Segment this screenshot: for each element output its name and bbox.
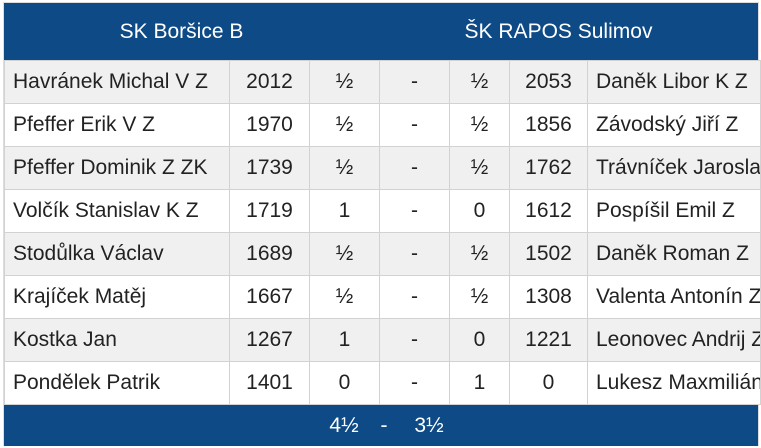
home-player-score: ½ [309,103,380,147]
score-separator: - [379,60,450,104]
score-separator: - [379,232,450,276]
board-row: Volčík Stanislav K Z 1719 1-0 1612 Pospíšil … [4,189,761,233]
home-player-name: Pfeffer Dominik Z ZK [4,146,230,190]
home-player-elo: 1267 [229,318,310,362]
home-player-elo: 1719 [229,189,310,233]
away-player-score: 1 [449,361,510,405]
away-player-name: Lukesz Maxmilián [587,361,761,405]
home-player-name: Volčík Stanislav K Z [4,189,230,233]
away-player-score: ½ [449,275,510,319]
away-player-score: ½ [449,232,510,276]
away-player-score: ½ [449,103,510,147]
score-separator: - [379,275,450,319]
away-player-name: Daněk Libor K Z [587,60,761,104]
home-player-elo: 1689 [229,232,310,276]
away-player-score: 0 [449,318,510,362]
away-total-score: 3½ [414,414,444,437]
board-row: Stodůlka Václav 1689 ½ - ½ 1502 Daněk Roman Z [4,232,761,276]
home-player-elo: 2012 [229,60,310,104]
away-player-score: ½ [449,146,510,190]
away-player-name: Leonovec Andrij Z [587,318,761,362]
home-player-score: ½ [309,60,380,104]
home-total-score: 4½ [329,414,359,437]
match-result-table: SK Boršice B ŠK RAPOS Sulimov Havránek M… [3,2,761,446]
board-row: Pondělek Patrik 1401 0-1 0 Lukesz Maxmilián [4,361,761,405]
score-separator: - [379,318,450,362]
home-player-score: 1 [309,189,380,233]
home-player-score: ½ [309,146,380,190]
score-separator: - [379,146,450,190]
home-player-score: 0 [309,361,380,405]
away-player-name: Valenta Antonín Z [587,275,761,319]
away-player-elo: 1762 [509,146,588,190]
away-player-elo: 2053 [509,60,588,104]
away-player-score: 0 [449,189,510,233]
score-separator: - [379,361,450,405]
board-row: Krajíček Matěj 1667 ½ - ½ 1308 Valenta Antonín… [4,275,761,319]
score-separator: - [379,189,450,233]
score-separator: - [379,103,450,147]
home-player-name: Pfeffer Erik V Z [4,103,230,147]
home-player-score: ½ [309,275,380,319]
boards-table: Havránek Michal V Z 2012 ½ - ½ 2053 Daněk Libo… [4,60,761,405]
home-player-name: Stodůlka Václav [4,232,230,276]
home-player-name: Krajíček Matěj [4,275,230,319]
home-player-score: 1 [309,318,380,362]
board-row: Pfeffer Erik V Z 1970 ½ - ½ 1856 Závodský Jiří… [4,103,761,147]
away-player-name: Trávníček Jaroslav Z [587,146,761,190]
home-player-elo: 1667 [229,275,310,319]
away-player-elo: 1308 [509,275,588,319]
away-player-elo: 1221 [509,318,588,362]
away-player-score: ½ [449,60,510,104]
home-player-score: ½ [309,232,380,276]
board-row: Havránek Michal V Z 2012 ½ - ½ 2053 Daněk Libo… [4,60,761,104]
home-player-elo: 1970 [229,103,310,147]
home-player-name: Kostka Jan [4,318,230,362]
away-player-elo: 1856 [509,103,588,147]
away-player-name: Daněk Roman Z [587,232,761,276]
home-team-name: SK Boršice B [119,19,244,43]
away-player-name: Pospíšil Emil Z [587,189,761,233]
home-player-name: Pondělek Patrik [4,361,230,405]
away-player-name: Závodský Jiří Z [587,103,761,147]
away-team-name: ŠK RAPOS Sulimov [464,19,653,43]
board-row: Kostka Jan 1267 1-0 1221 Leonovec Andrij Z [4,318,761,362]
home-player-elo: 1739 [229,146,310,190]
home-player-name: Havránek Michal V Z [4,60,230,104]
teams-header: SK Boršice B ŠK RAPOS Sulimov [4,3,758,60]
away-player-elo: 0 [509,361,588,405]
board-row: Pfeffer Dominik Z ZK 1739 ½ - ½ 1762 Trávníček… [4,146,761,190]
total-score-bar: 4½ - 3½ [4,405,758,446]
home-player-elo: 1401 [229,361,310,405]
away-player-elo: 1612 [509,189,588,233]
away-player-elo: 1502 [509,232,588,276]
total-score-separator: - [380,414,388,437]
